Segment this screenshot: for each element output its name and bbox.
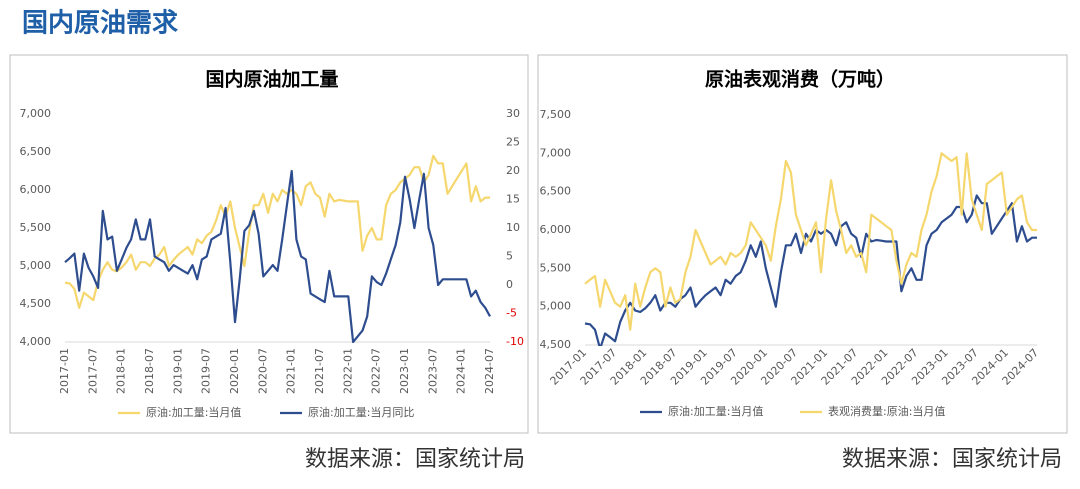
x-tick-label: 2022-01 (341, 348, 354, 394)
x-tick-label: 2024-01 (455, 348, 468, 394)
legend-label: 表观消费量:原油:当月值 (828, 404, 945, 418)
y-tick-label: 5,000 (20, 259, 52, 272)
series-line (64, 169, 491, 343)
y-tick-label: 6,500 (20, 145, 52, 158)
x-tick-label: 2024-07 (483, 348, 496, 394)
x-tick-label: 2018-07 (143, 348, 156, 394)
y-tick-label: 6,000 (540, 223, 572, 236)
source: 数据来源：国家统计局 (842, 447, 1062, 472)
y-tick-label: 4,000 (20, 335, 52, 348)
source: 数据来源：国家统计局 (305, 447, 525, 472)
y-tick-label: 5,500 (540, 261, 572, 274)
y-tick-label: 6,500 (540, 185, 572, 198)
y-tick-label: 4,500 (540, 338, 572, 351)
chart-title: 原油表观消费（万吨） (705, 68, 895, 91)
y-tick-label: 5,000 (540, 300, 572, 313)
y2-tick-label: 30 (506, 107, 520, 120)
x-tick-label: 2017-01 (58, 348, 71, 394)
y2-tick-label: 15 (506, 193, 520, 206)
y2-tick-label: 0 (506, 278, 513, 291)
y-tick-label: 4,500 (20, 297, 52, 310)
y2-tick-label: -10 (506, 335, 524, 348)
chart-title: 国内原油加工量 (205, 68, 338, 91)
legend-label: 原油:加工量:当月值 (146, 405, 241, 419)
y-tick-label: 5,500 (20, 221, 52, 234)
x-tick-label: 2021-07 (313, 348, 326, 394)
x-tick-label: 2023-07 (426, 348, 439, 394)
y-tick-label: 7,000 (540, 146, 572, 159)
y-tick-label: 7,500 (540, 108, 572, 121)
y2-tick-label: -5 (506, 307, 517, 320)
x-tick-label: 2020-01 (228, 348, 241, 394)
panel (9, 54, 529, 434)
y-tick-label: 7,000 (20, 107, 52, 120)
y-tick-label: 6,000 (20, 183, 52, 196)
x-tick-label: 2019-07 (200, 348, 213, 394)
y2-tick-label: 5 (506, 250, 513, 263)
series-line (584, 194, 1037, 346)
x-tick-label: 2023-01 (398, 348, 411, 394)
series-line (64, 154, 490, 309)
x-tick-label: 2021-01 (285, 348, 298, 394)
series-line (584, 152, 1037, 331)
legend-label: 原油:加工量:当月值 (668, 404, 763, 418)
x-tick-label: 2017-07 (86, 348, 99, 394)
x-tick-label: 2018-01 (115, 348, 128, 394)
y2-tick-label: 10 (506, 221, 520, 234)
page-title: 国内原油需求 (22, 9, 178, 39)
legend-label: 原油:加工量:当月同比 (308, 405, 414, 419)
x-tick-label: 2019-01 (171, 348, 184, 394)
panel (537, 54, 1068, 434)
x-tick-label: 2022-07 (370, 348, 383, 394)
y2-tick-label: 25 (506, 136, 520, 149)
x-tick-label: 2020-07 (256, 348, 269, 394)
y2-tick-label: 20 (506, 164, 520, 177)
